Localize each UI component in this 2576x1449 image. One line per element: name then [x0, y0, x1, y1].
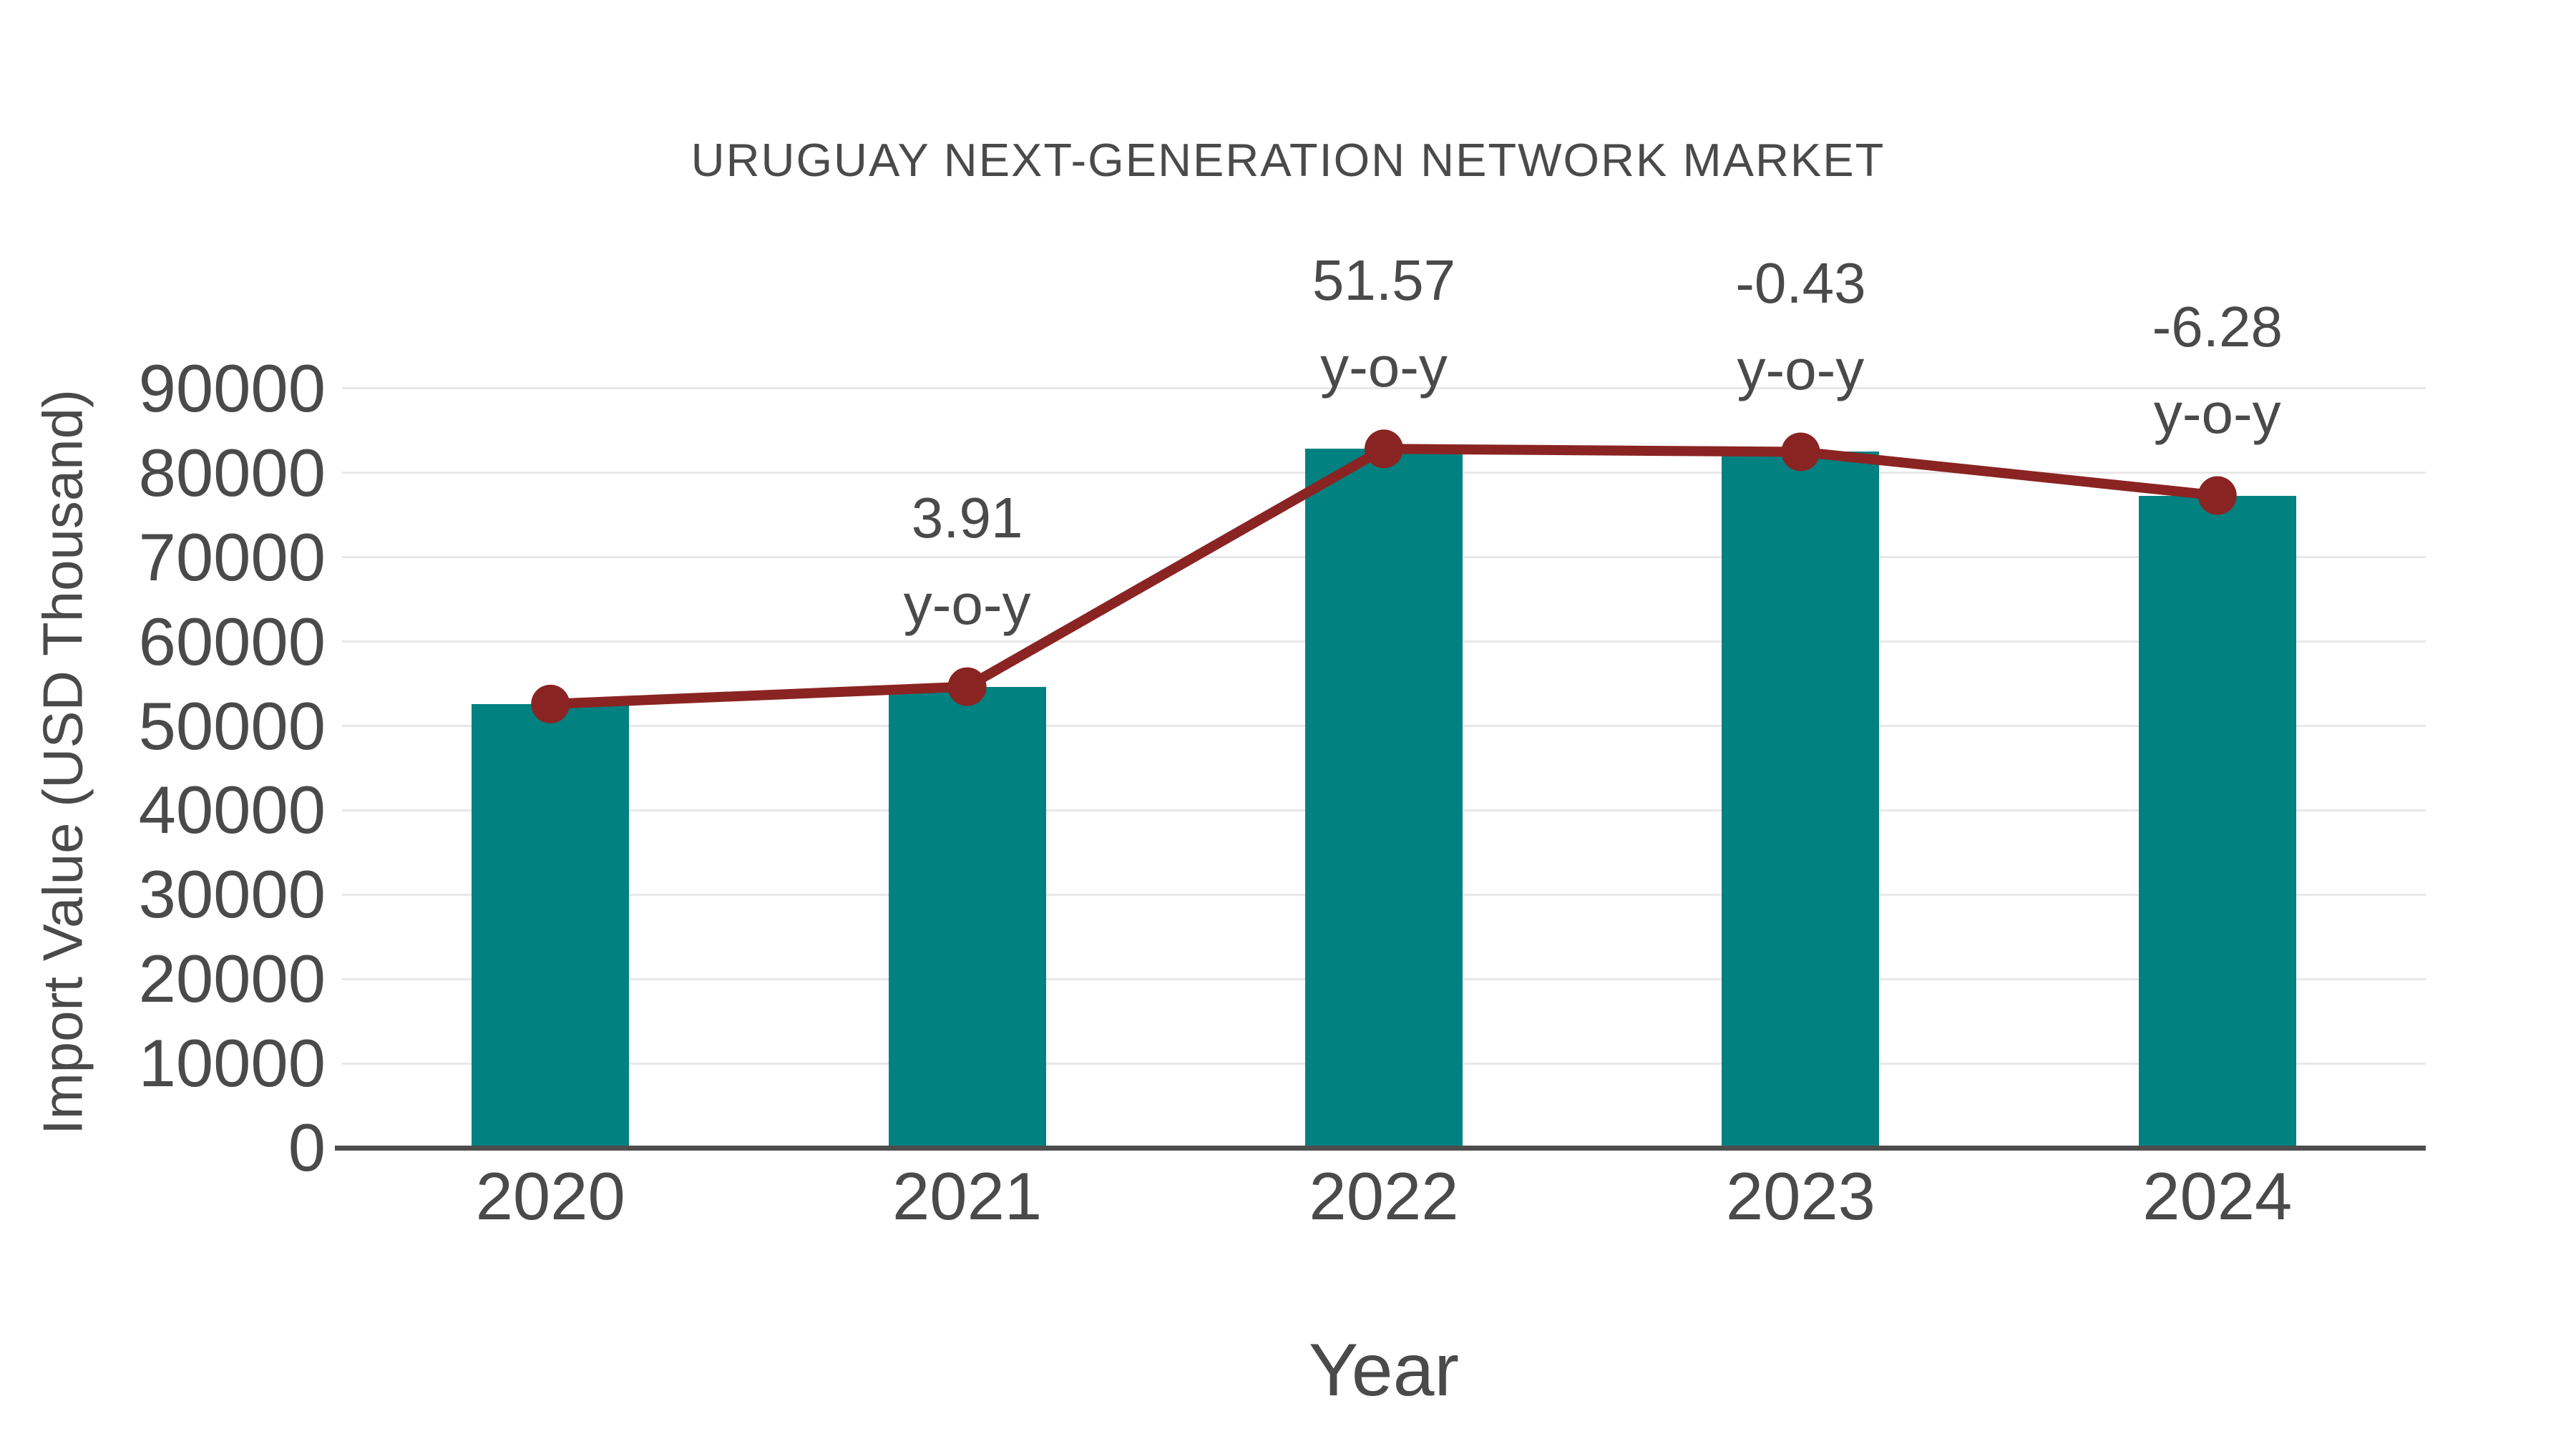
yoy-annotation-2023: -0.43 y-o-y [1735, 240, 1865, 413]
y-tick-label: 30000 [138, 857, 326, 932]
yoy-value-label: -6.28 [2152, 295, 2283, 359]
y-tick-label: 50000 [138, 688, 326, 763]
x-tick-label-2021: 2021 [892, 1158, 1043, 1234]
gridline-y-90000 [342, 387, 2426, 390]
yoy-value-label: 51.57 [1312, 248, 1456, 312]
bar-2023 [1722, 452, 1880, 1148]
yoy-suffix-label: y-o-y [903, 572, 1031, 637]
y-tick-label: 90000 [138, 350, 326, 426]
bar-2024 [2138, 495, 2296, 1148]
x-tick-label-2020: 2020 [475, 1158, 625, 1234]
y-tick-label: 70000 [138, 519, 326, 595]
x-axis-line [335, 1146, 2426, 1151]
y-tick-label: 40000 [138, 772, 326, 848]
chart-title: URUGUAY NEXT-GENERATION NETWORK MARKET [691, 134, 1885, 186]
x-tick-label-2023: 2023 [1725, 1158, 1875, 1234]
yoy-annotation-2024: -6.28 y-o-y [2152, 283, 2283, 457]
x-tick-label-2022: 2022 [1309, 1158, 1459, 1234]
yoy-suffix-label: y-o-y [1737, 337, 1865, 401]
yoy-suffix-label: y-o-y [2153, 381, 2281, 446]
bar-2022 [1305, 449, 1463, 1148]
y-tick-label: 80000 [138, 434, 326, 510]
y-tick-label: 10000 [138, 1025, 326, 1101]
bar-2020 [472, 703, 630, 1148]
bar-2021 [888, 686, 1046, 1148]
yoy-annotation-2021: 3.91 y-o-y [904, 474, 1031, 648]
y-tick-label: 20000 [138, 941, 326, 1017]
yoy-value-label: 3.91 [911, 486, 1023, 550]
yoy-suffix-label: y-o-y [1320, 334, 1448, 399]
y-tick-label: 60000 [138, 603, 326, 679]
yoy-value-label: -0.43 [1735, 250, 1866, 315]
x-tick-label-2024: 2024 [2142, 1158, 2293, 1234]
plot-area [342, 301, 2426, 1148]
y-tick-label: 0 [288, 1110, 326, 1185]
yoy-annotation-2022: 51.57 y-o-y [1312, 237, 1455, 410]
x-axis-title: Year [1308, 1329, 1460, 1412]
